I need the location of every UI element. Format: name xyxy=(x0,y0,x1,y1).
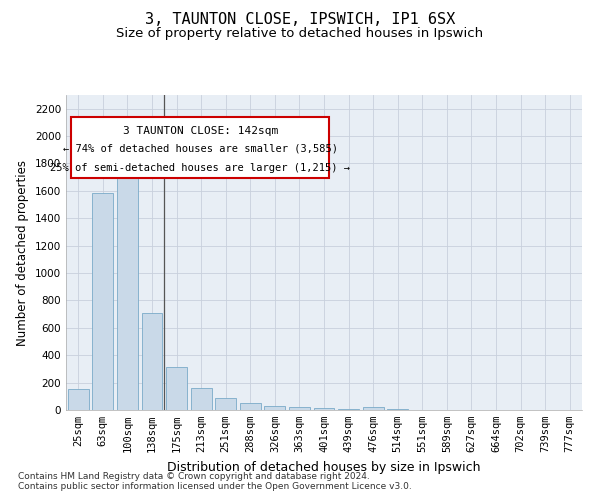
Bar xyxy=(362,408,383,410)
Bar xyxy=(92,193,113,410)
Bar xyxy=(142,313,163,410)
Bar xyxy=(265,406,286,410)
Text: ← 74% of detached houses are smaller (3,585): ← 74% of detached houses are smaller (3,… xyxy=(62,144,338,154)
Bar xyxy=(68,389,89,410)
Text: 3 TAUNTON CLOSE: 142sqm: 3 TAUNTON CLOSE: 142sqm xyxy=(122,126,278,136)
Text: 25% of semi-detached houses are larger (1,215) →: 25% of semi-detached houses are larger (… xyxy=(50,162,350,172)
Text: Contains HM Land Registry data © Crown copyright and database right 2024.: Contains HM Land Registry data © Crown c… xyxy=(18,472,370,481)
Bar xyxy=(166,367,187,410)
Bar xyxy=(191,388,212,410)
Text: 3, TAUNTON CLOSE, IPSWICH, IP1 6SX: 3, TAUNTON CLOSE, IPSWICH, IP1 6SX xyxy=(145,12,455,28)
Bar xyxy=(215,398,236,410)
X-axis label: Distribution of detached houses by size in Ipswich: Distribution of detached houses by size … xyxy=(167,460,481,473)
Bar xyxy=(289,408,310,410)
Bar xyxy=(117,170,138,410)
Y-axis label: Number of detached properties: Number of detached properties xyxy=(16,160,29,346)
Text: Contains public sector information licensed under the Open Government Licence v3: Contains public sector information licen… xyxy=(18,482,412,491)
Bar xyxy=(314,408,334,410)
Bar xyxy=(240,403,261,410)
FancyBboxPatch shape xyxy=(71,117,329,178)
Text: Size of property relative to detached houses in Ipswich: Size of property relative to detached ho… xyxy=(116,28,484,40)
